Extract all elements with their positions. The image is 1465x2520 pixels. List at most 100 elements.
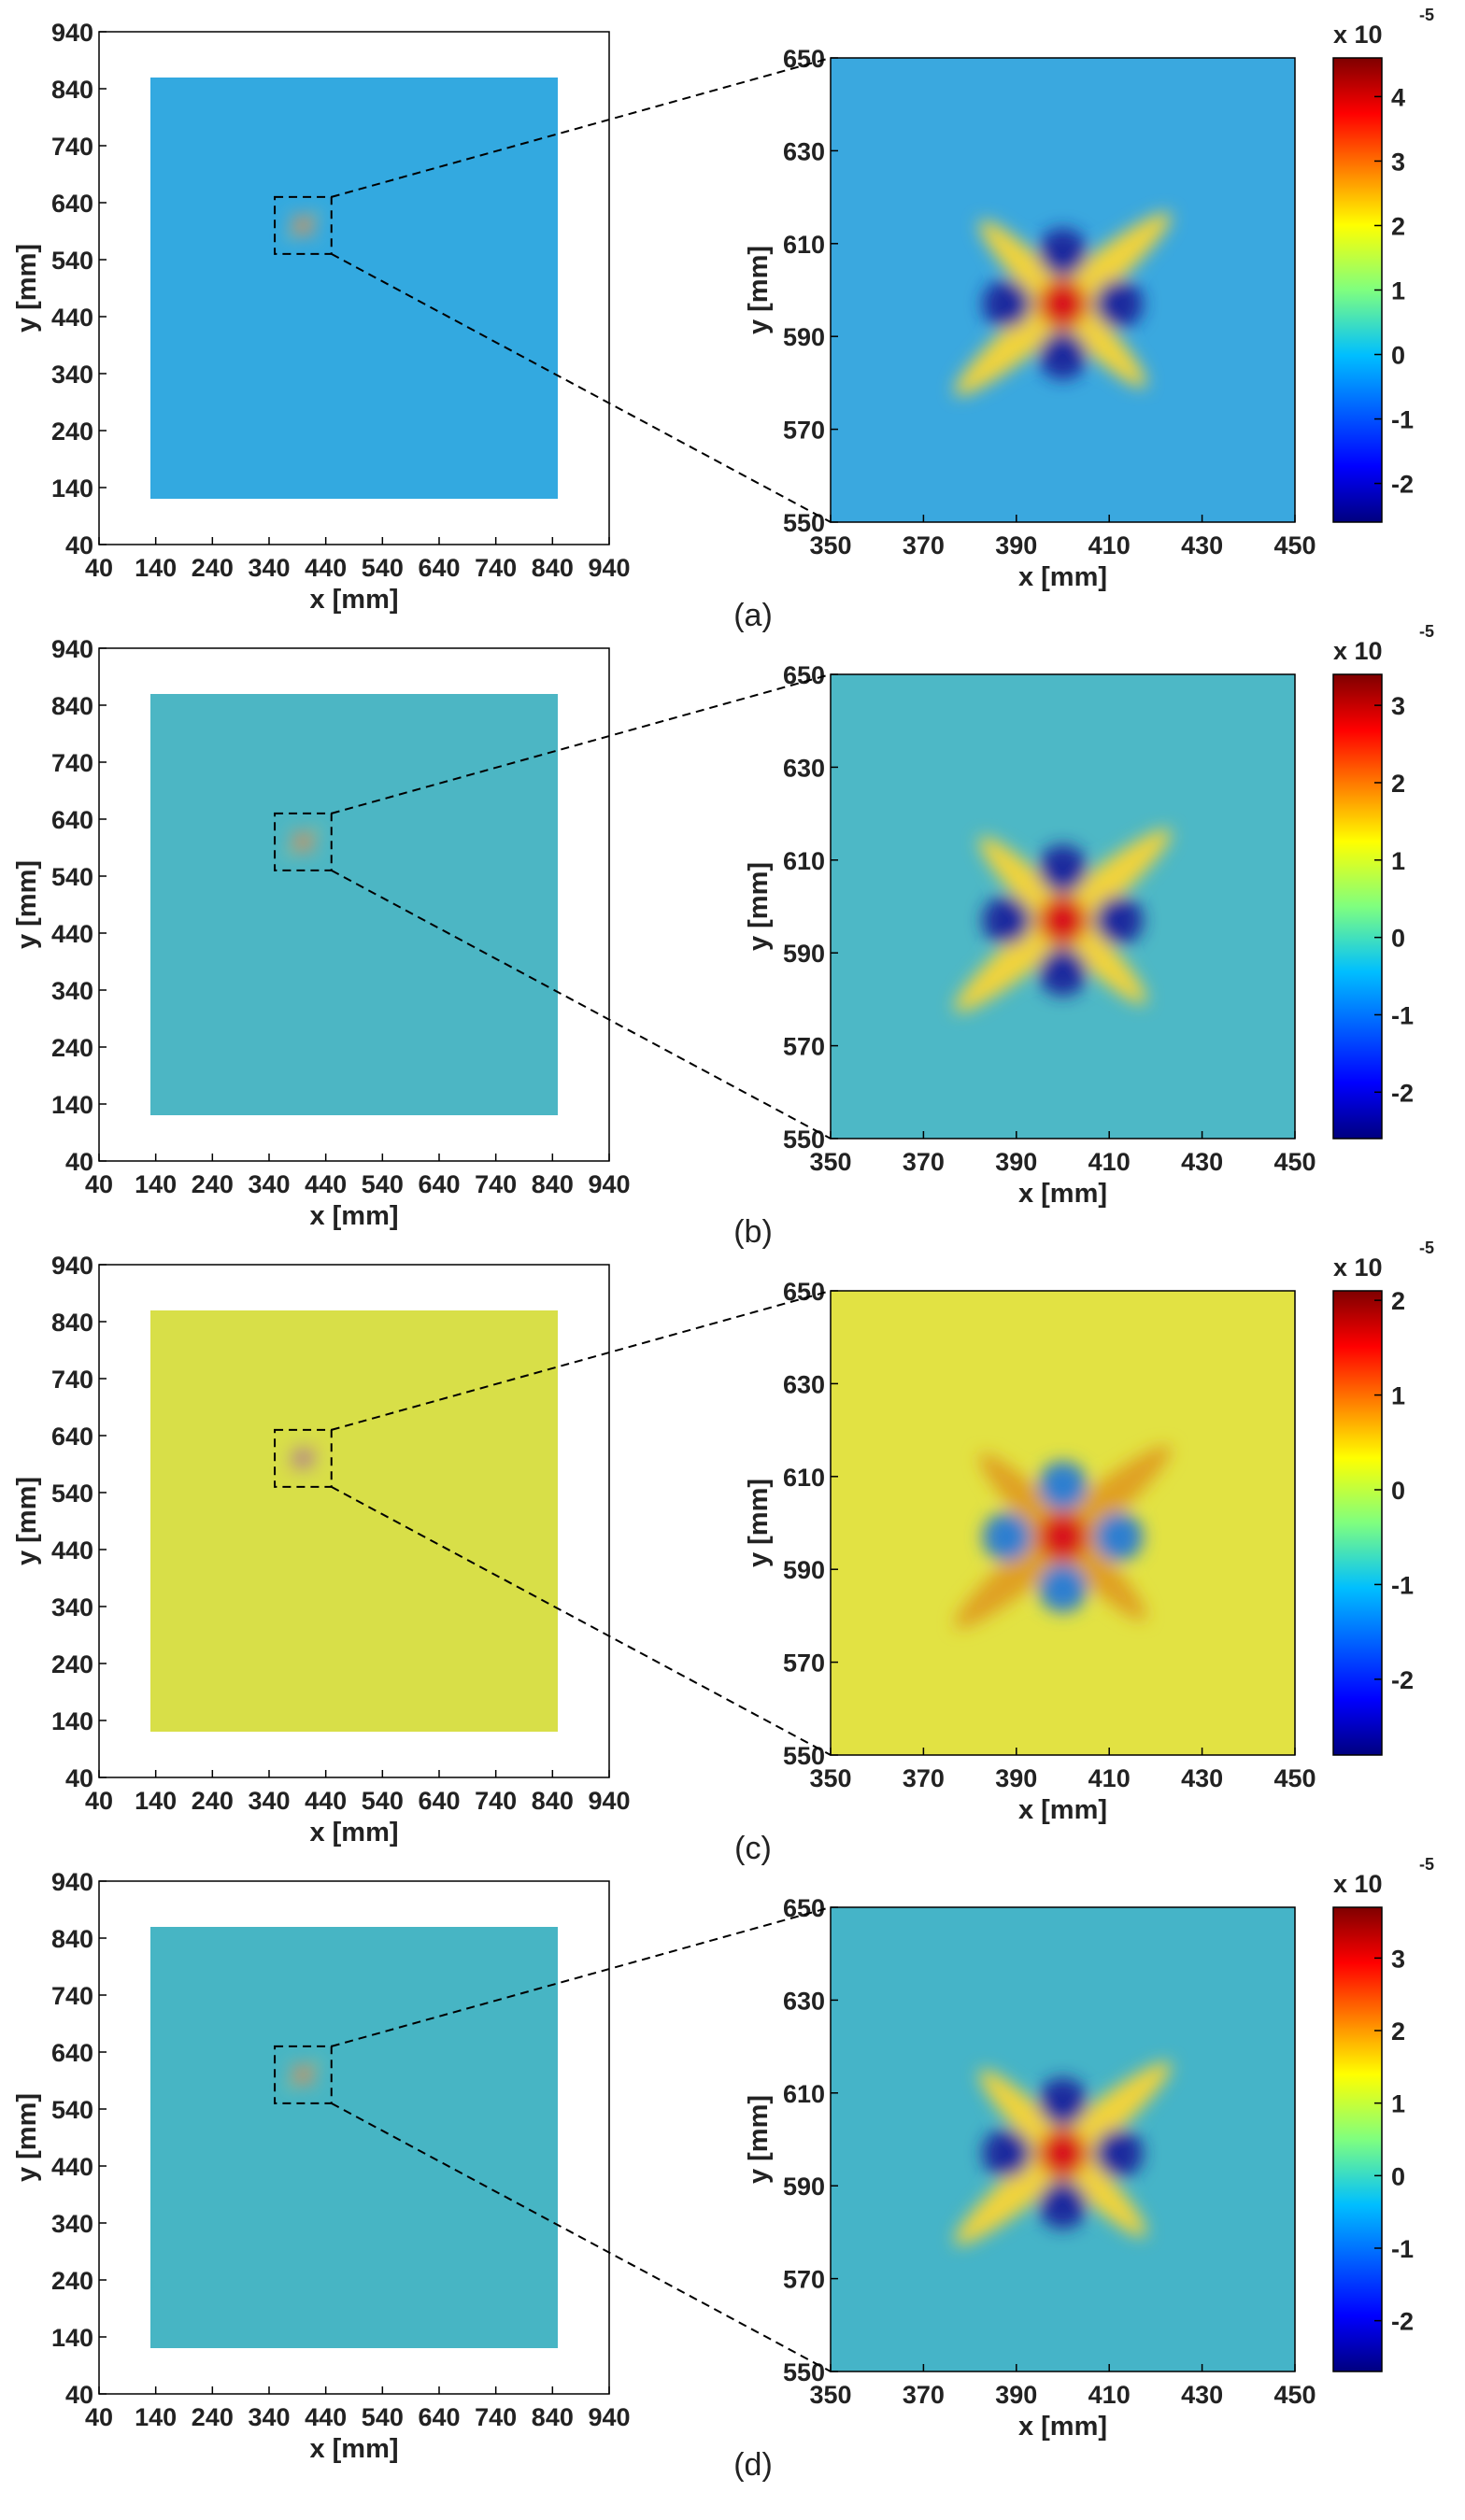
y-tick-label: 740 bbox=[51, 749, 93, 777]
y-tick-label: 550 bbox=[783, 1126, 825, 1154]
x-tick-label: 640 bbox=[418, 2403, 460, 2431]
colorbar-exponent: -5 bbox=[1419, 1239, 1434, 1257]
x-tick-label: 140 bbox=[135, 1787, 177, 1815]
colorbar-tick-label: 2 bbox=[1391, 1287, 1405, 1315]
y-tick-label: 140 bbox=[51, 474, 93, 503]
colorbar-exponent: -5 bbox=[1419, 622, 1434, 641]
x-tick-label: 40 bbox=[85, 1787, 113, 1815]
x-tick-label: 940 bbox=[588, 1787, 630, 1815]
y-tick-label: 40 bbox=[65, 2381, 93, 2409]
x-tick-label: 370 bbox=[903, 1764, 945, 1792]
x-tick-label: 370 bbox=[903, 1148, 945, 1176]
feature-trough bbox=[1038, 844, 1088, 894]
x-tick-label: 450 bbox=[1273, 531, 1316, 559]
x-tick-label: 350 bbox=[809, 1148, 851, 1176]
panel-label: (c) bbox=[734, 1831, 772, 1866]
y-tick-label: 140 bbox=[51, 2324, 93, 2352]
y-tick-label: 650 bbox=[783, 1894, 825, 1922]
colorbar-tick-label: -2 bbox=[1391, 471, 1414, 499]
feature-trough bbox=[291, 1454, 299, 1463]
colorbar-tick-label: 0 bbox=[1391, 1477, 1405, 1505]
colorbar-label: x 10 bbox=[1333, 21, 1383, 49]
y-tick-label: 540 bbox=[51, 2096, 93, 2124]
feature-trough bbox=[982, 2129, 1031, 2178]
heatmap-image bbox=[150, 78, 558, 499]
colorbar-tick-label: 0 bbox=[1391, 342, 1405, 370]
heatmap-feature bbox=[287, 1444, 320, 1473]
y-tick-label: 240 bbox=[51, 2267, 93, 2295]
y-tick-label: 40 bbox=[65, 1148, 93, 1176]
y-tick-label: 570 bbox=[783, 2266, 825, 2294]
y-tick-label: 940 bbox=[51, 1868, 93, 1896]
x-tick-label: 410 bbox=[1088, 531, 1131, 559]
y-tick-label: 740 bbox=[51, 133, 93, 161]
x-tick-label: 540 bbox=[362, 1170, 404, 1198]
y-tick-label: 570 bbox=[783, 1649, 825, 1678]
feature-trough bbox=[1094, 896, 1144, 945]
feature-peak bbox=[299, 1454, 307, 1463]
colorbar bbox=[1332, 1290, 1383, 1756]
x-tick-label: 340 bbox=[248, 2403, 290, 2431]
feature-trough bbox=[1038, 1564, 1088, 1613]
colorbar-label: x 10 bbox=[1333, 1870, 1383, 1898]
x-tick-label: 370 bbox=[903, 2381, 945, 2409]
colorbar-tick-label: 1 bbox=[1391, 277, 1405, 305]
x-tick-label: 350 bbox=[809, 531, 851, 559]
x-tick-label: 740 bbox=[475, 1170, 517, 1198]
heatmap-feature bbox=[954, 1445, 1172, 1629]
y-tick-label: 610 bbox=[783, 2080, 825, 2108]
y-tick-label: 340 bbox=[51, 1593, 93, 1621]
x-tick-label: 430 bbox=[1181, 531, 1223, 559]
y-tick-label: 550 bbox=[783, 2358, 825, 2386]
y-axis-label: y [mm] bbox=[12, 2093, 42, 2182]
feature-peak bbox=[299, 2071, 307, 2079]
colorbar-tick-label: 1 bbox=[1391, 1382, 1405, 1410]
y-axis-label: y [mm] bbox=[744, 246, 774, 334]
x-tick-label: 240 bbox=[192, 554, 234, 582]
panel-label: (b) bbox=[733, 1214, 773, 1250]
x-tick-label: 640 bbox=[418, 1170, 460, 1198]
x-tick-label: 340 bbox=[248, 554, 290, 582]
y-tick-label: 610 bbox=[783, 1464, 825, 1492]
feature-trough bbox=[982, 1512, 1031, 1562]
y-axis-label: y [mm] bbox=[744, 1479, 774, 1567]
feature-trough bbox=[291, 221, 299, 230]
x-tick-label: 840 bbox=[532, 1787, 574, 1815]
x-tick-label: 140 bbox=[135, 2403, 177, 2431]
feature-trough bbox=[291, 2071, 299, 2079]
colorbar-tick-label: -1 bbox=[1391, 1571, 1414, 1599]
feature-trough bbox=[1038, 1461, 1088, 1510]
x-axis-label: x [mm] bbox=[1018, 2412, 1107, 2442]
x-tick-label: 410 bbox=[1088, 2381, 1131, 2409]
panel-label: (a) bbox=[733, 598, 773, 633]
zoom-connector bbox=[331, 57, 832, 198]
y-tick-label: 630 bbox=[783, 754, 825, 782]
feature-trough bbox=[291, 838, 299, 846]
y-tick-label: 840 bbox=[51, 692, 93, 720]
y-tick-label: 340 bbox=[51, 977, 93, 1005]
axes-frame bbox=[98, 31, 610, 545]
zoom-box bbox=[274, 1428, 333, 1488]
axes-frame bbox=[98, 647, 610, 1162]
y-tick-label: 840 bbox=[51, 1925, 93, 1953]
x-tick-label: 40 bbox=[85, 1170, 113, 1198]
x-tick-label: 430 bbox=[1181, 2381, 1223, 2409]
feature-trough bbox=[299, 2078, 307, 2087]
y-axis-label: y [mm] bbox=[12, 860, 42, 949]
x-tick-label: 740 bbox=[475, 554, 517, 582]
colorbar-tick-label: -1 bbox=[1391, 2235, 1414, 2263]
colorbar-tick-label: 2 bbox=[1391, 212, 1405, 240]
x-tick-label: 840 bbox=[532, 2403, 574, 2431]
x-axis-label: x [mm] bbox=[1018, 562, 1107, 592]
figure-row: 40 140 240 340 440 540 640 740 840 940 40 140 240 340… bbox=[12, 1855, 1434, 2483]
x-axis-label: x [mm] bbox=[1018, 1179, 1107, 1209]
colorbar-tick-label: -2 bbox=[1391, 2308, 1414, 2336]
colorbar-tick-label: -2 bbox=[1391, 1079, 1414, 1107]
y-tick-label: 540 bbox=[51, 863, 93, 891]
colorbar-tick-label: -1 bbox=[1391, 1001, 1414, 1029]
y-tick-label: 540 bbox=[51, 247, 93, 275]
x-tick-label: 450 bbox=[1273, 1148, 1316, 1176]
y-tick-label: 630 bbox=[783, 137, 825, 165]
x-tick-label: 40 bbox=[85, 2403, 113, 2431]
